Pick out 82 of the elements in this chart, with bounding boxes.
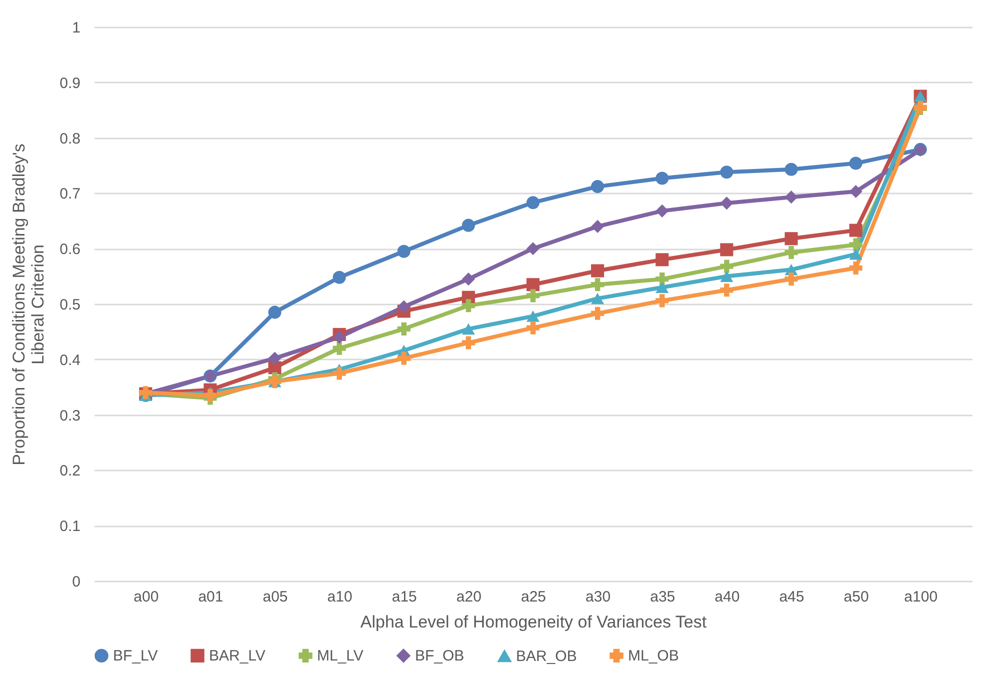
point xyxy=(462,272,475,286)
point xyxy=(526,321,540,334)
y-axis-title: Proportion of Conditions Meeting Bradley's Liberal Criterion xyxy=(10,144,48,466)
y-tick-label: 0.8 xyxy=(60,130,80,148)
y-tick-label: 0.9 xyxy=(60,74,80,92)
point xyxy=(849,261,862,275)
x-tick-label: a40 xyxy=(714,588,740,606)
point xyxy=(656,253,669,266)
x-tick-label: a100 xyxy=(904,588,938,606)
point xyxy=(591,278,604,292)
x-tick-label: a20 xyxy=(456,588,482,606)
point xyxy=(784,246,798,259)
point xyxy=(656,294,669,308)
y-tick-label: 0 xyxy=(72,574,80,590)
point xyxy=(591,180,604,194)
y-tick-label: 0.1 xyxy=(60,518,80,536)
point xyxy=(720,196,734,210)
point xyxy=(849,156,862,170)
point xyxy=(526,289,540,302)
point xyxy=(784,272,798,286)
point xyxy=(462,218,475,232)
x-axis-title: Alpha Level of Homogeneity of Variances Test xyxy=(360,612,707,632)
x-tick-label: a25 xyxy=(520,588,546,606)
point xyxy=(397,244,410,258)
point xyxy=(268,352,282,365)
point xyxy=(784,190,798,204)
point xyxy=(397,300,410,314)
point xyxy=(462,336,475,350)
point xyxy=(526,310,540,322)
x-tick-label: a01 xyxy=(198,588,224,606)
point xyxy=(332,366,346,380)
y-tick-label: 1 xyxy=(72,20,80,36)
y-tick-label: 0.2 xyxy=(60,462,80,480)
legend-label: BAR_OB xyxy=(516,648,577,666)
point xyxy=(849,224,862,237)
y-tick-label: 0.3 xyxy=(60,407,80,424)
legend-label: BF_LV xyxy=(113,648,158,665)
point xyxy=(397,322,410,336)
x-tick-label: a50 xyxy=(844,588,869,606)
point xyxy=(462,323,475,335)
point xyxy=(720,284,734,297)
point xyxy=(526,278,540,292)
point xyxy=(526,196,540,210)
point xyxy=(332,330,346,344)
legend-label: BAR_LV xyxy=(209,648,266,665)
point xyxy=(332,342,346,355)
x-tick-label: a30 xyxy=(586,588,611,606)
point xyxy=(591,292,604,304)
point xyxy=(784,232,798,246)
point xyxy=(784,162,798,176)
x-tick-label: a05 xyxy=(262,588,288,606)
point xyxy=(332,270,346,284)
legend-label: ML_LV xyxy=(317,648,364,665)
point xyxy=(204,388,217,402)
point xyxy=(268,306,282,319)
x-tick-label: a00 xyxy=(134,588,159,606)
legend-label: BF_OB xyxy=(415,648,464,665)
x-tick-label: a45 xyxy=(779,588,804,606)
point xyxy=(849,238,862,252)
point xyxy=(720,260,734,273)
x-tick-label: a35 xyxy=(650,588,676,606)
point xyxy=(720,243,734,256)
x-tick-label: a15 xyxy=(392,588,417,606)
point xyxy=(591,220,604,233)
point xyxy=(849,185,862,198)
point xyxy=(591,306,604,320)
point xyxy=(656,282,669,294)
point xyxy=(526,242,540,256)
legend-label: ML_OB xyxy=(628,648,679,665)
y-tick-label: 0.7 xyxy=(60,186,80,203)
y-tick-label: 0.4 xyxy=(60,352,80,369)
y-tick-label: 0.6 xyxy=(60,241,80,258)
point xyxy=(720,270,734,282)
point xyxy=(462,299,475,312)
x-tick-label: a10 xyxy=(327,588,352,606)
point xyxy=(656,204,669,218)
y-tick-label: 0.5 xyxy=(60,296,80,314)
point xyxy=(656,172,669,185)
point xyxy=(397,352,410,365)
point xyxy=(591,264,604,278)
point xyxy=(720,166,734,179)
point xyxy=(849,248,862,260)
